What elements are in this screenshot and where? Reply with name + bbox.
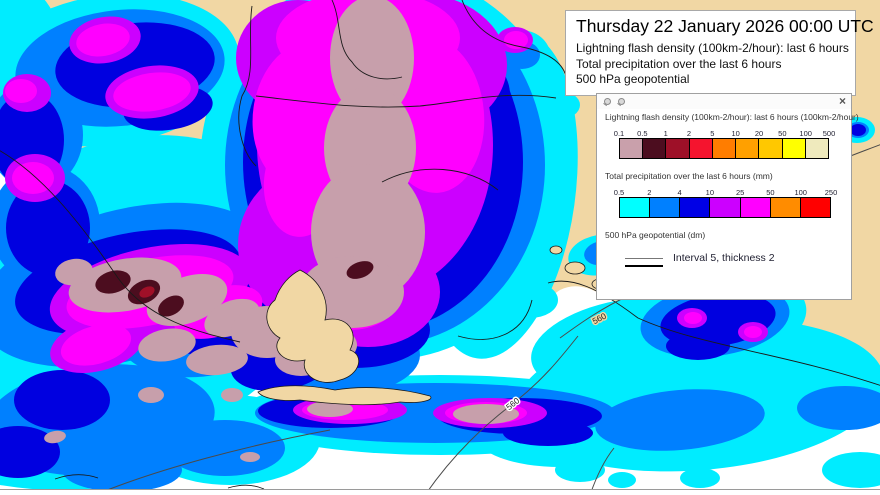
run-datetime: Thursday 22 January 2026 00:00 UTC [576,16,874,36]
color-swatch [650,198,681,217]
tick-label: 250 [824,188,838,197]
color-swatch [736,139,760,158]
lightning-crimson [139,286,155,298]
zoom-out-icon[interactable] [616,97,627,107]
islands [257,245,626,406]
geopotential-legend-label: 500 hPa geopotential (dm) [605,230,706,240]
run-info-box: Thursday 22 January 2026 00:00 UTC Light… [565,10,874,96]
geopotential-note: Interval 5, thickness 2 [673,252,775,264]
color-swatch [689,139,713,158]
precip-colorbar [619,197,831,218]
tick-label: 0.1 [613,129,625,138]
color-swatch [620,139,644,158]
tick-label: 20 [754,129,764,138]
frame-gap [0,490,880,495]
color-swatch [740,198,771,217]
tick-label: 10 [731,129,740,138]
color-swatch [782,139,806,158]
tick-label: 0.5 [637,129,648,138]
precip-legend: 0.5 2 4 10 25 50 100 250 [614,188,837,218]
color-swatch [712,139,737,158]
tick-label: 5 [710,129,715,138]
legend-panel: × Lightning flash density (100km-2/hour)… [596,93,859,300]
tick-label: 25 [735,188,745,197]
lightning-mauve [44,0,519,462]
color-swatch [643,139,667,158]
legend-header: × [597,94,851,109]
contour-sample-thin [625,258,663,259]
precip-tick-labels: 0.5 2 4 10 25 50 100 250 [614,188,837,197]
tick-label: 100 [794,188,807,197]
color-swatch [710,198,741,217]
tick-label: 1 [663,129,668,138]
tick-label: 0.5 [613,188,625,197]
tick-label: 50 [766,188,775,197]
lightning-legend: 0.1 0.5 1 2 5 10 20 50 100 500 [614,129,835,159]
color-swatch [620,198,651,217]
tick-label: 10 [705,188,715,197]
contour-line-samples [625,258,663,267]
color-swatch [666,139,690,158]
precip-legend-label: Total precipitation over the last 6 hour… [605,171,773,181]
layer-line-lightning: Lightning flash density (100km-2/hour): … [576,41,849,55]
tick-label: 100 [799,129,812,138]
lightning-colorbar [619,138,829,159]
tick-label: 50 [778,129,787,138]
zoom-in-icon[interactable] [602,97,613,107]
color-swatch [759,139,783,158]
geopotential-legend: Interval 5, thickness 2 [597,249,851,279]
color-swatch [680,198,711,217]
lightning-tick-labels: 0.1 0.5 1 2 5 10 20 50 100 500 [614,129,835,138]
tick-label: 4 [677,188,682,197]
lightning-legend-label: Lightning flash density (100km-2/hour): … [605,112,859,122]
close-icon[interactable]: × [838,94,846,108]
color-swatch [770,198,801,217]
contour-sample-thick [625,265,663,267]
tick-label: 2 [686,129,692,138]
layer-line-precip: Total precipitation over the last 6 hour… [576,56,782,71]
color-swatch [800,198,830,217]
color-swatch [805,139,828,158]
tick-label: 500 [822,129,836,138]
tick-label: 2 [647,188,652,197]
layer-line-geopotential: 500 hPa geopotential [576,72,690,87]
